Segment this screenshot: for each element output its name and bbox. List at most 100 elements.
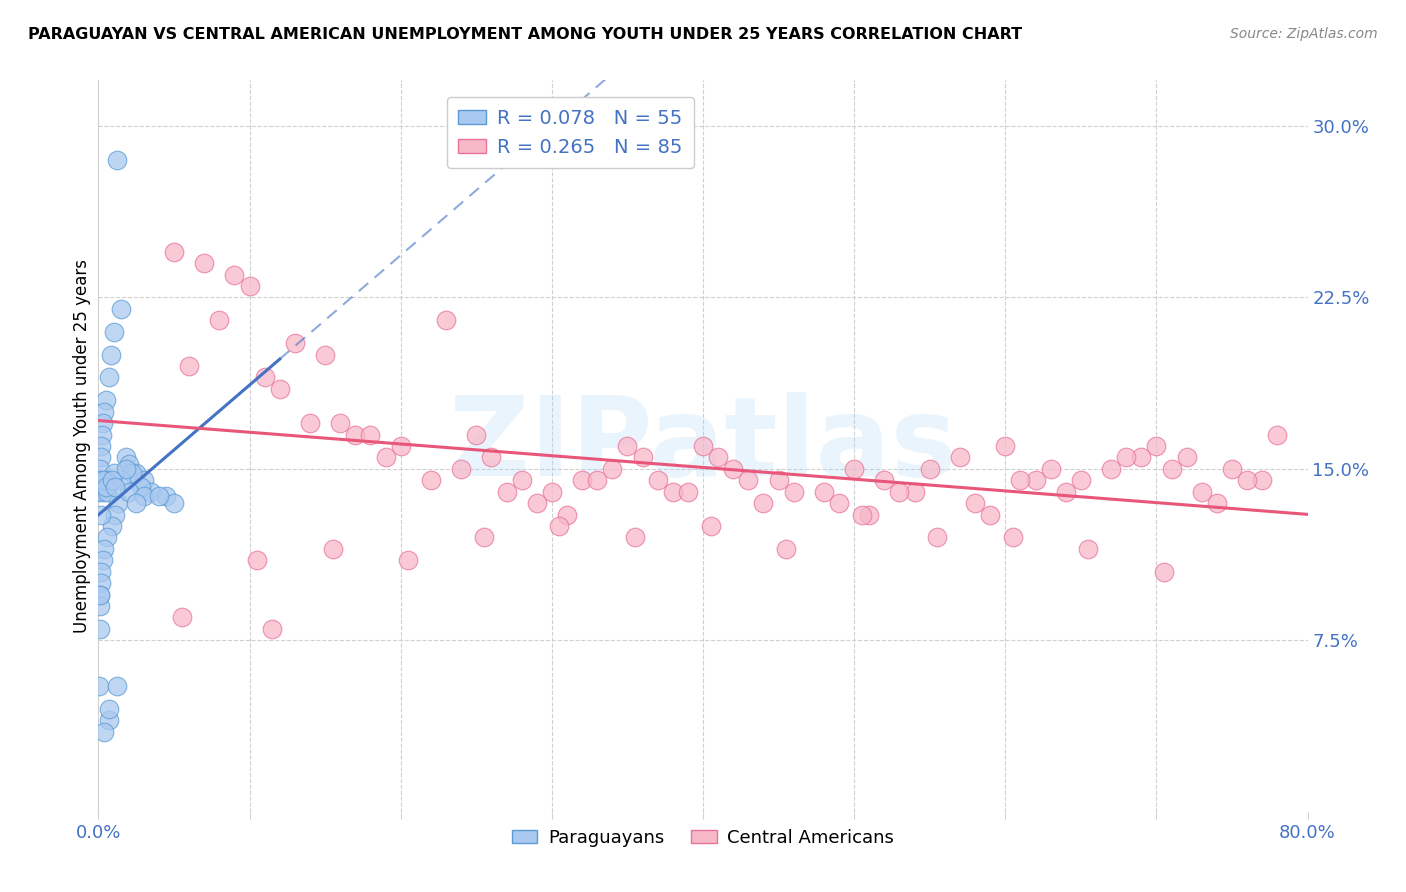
Point [90,450,112,465]
Point [481,450,503,465]
Point [647,473,669,487]
Point [360,427,382,442]
Point [94,480,117,494]
Point [125,467,148,481]
Point [828,496,851,510]
Text: Source: ZipAtlas.com: Source: ZipAtlas.com [1230,27,1378,41]
Point [91,416,114,430]
Point [103,325,125,339]
Point [526,496,548,510]
Point [1024,473,1046,487]
Point [299,416,322,430]
Point [1175,450,1198,465]
Point [374,450,396,465]
Point [91,484,114,499]
Point [540,484,562,499]
Point [465,427,488,442]
Point [1267,427,1289,442]
Point [472,530,495,544]
Point [1251,473,1274,487]
Point [104,480,127,494]
Point [110,301,132,316]
Point [602,462,624,476]
Point [555,508,578,522]
Point [918,462,941,476]
Point [93,724,115,739]
Point [141,484,163,499]
Point [314,347,336,362]
Point [118,484,141,499]
Point [284,336,307,351]
Point [179,359,201,373]
Point [851,508,873,522]
Point [1191,484,1213,499]
Point [844,462,866,476]
Text: PARAGUAYAN VS CENTRAL AMERICAN UNEMPLOYMENT AMONG YOUTH UNDER 25 YEARS CORRELATI: PARAGUAYAN VS CENTRAL AMERICAN UNEMPLOYM… [28,27,1022,42]
Point [344,427,367,442]
Point [90,508,112,522]
Point [699,519,721,533]
Point [129,480,152,494]
Point [571,473,593,487]
Point [723,462,745,476]
Point [89,484,111,499]
Point [170,610,193,624]
Point [1010,473,1032,487]
Point [110,473,132,487]
Point [93,405,115,419]
Point [1054,484,1077,499]
Point [495,484,517,499]
Point [91,473,114,487]
Point [510,473,533,487]
Point [1160,462,1182,476]
Point [1130,450,1153,465]
Point [927,530,949,544]
Point [262,622,284,636]
Point [737,473,759,487]
Point [96,484,118,499]
Point [91,553,114,567]
Point [98,702,121,716]
Point [889,484,911,499]
Point [1153,565,1175,579]
Point [224,268,246,282]
Point [858,508,880,522]
Point [1206,496,1229,510]
Point [90,576,112,591]
Point [90,439,112,453]
Point [107,496,129,510]
Point [96,530,118,544]
Point [676,484,699,499]
Point [98,714,121,728]
Point [101,519,124,533]
Point [132,473,155,487]
Point [1001,530,1024,544]
Point [105,153,128,168]
Point [239,279,262,293]
Point [114,462,136,476]
Point [94,473,117,487]
Point [91,427,114,442]
Point [208,313,231,327]
Point [253,370,276,384]
Point [548,519,571,533]
Point [813,484,835,499]
Point [104,508,127,522]
Point [1077,541,1099,556]
Point [1099,462,1122,476]
Point [1070,473,1092,487]
Point [692,439,714,453]
Point [93,541,115,556]
Point [631,450,654,465]
Point [100,347,122,362]
Point [163,244,186,259]
Point [949,450,972,465]
Point [979,508,1001,522]
Point [132,489,155,503]
Point [783,484,806,499]
Point [994,439,1017,453]
Point [103,467,125,481]
Point [89,622,111,636]
Point [90,565,112,579]
Point [89,588,111,602]
